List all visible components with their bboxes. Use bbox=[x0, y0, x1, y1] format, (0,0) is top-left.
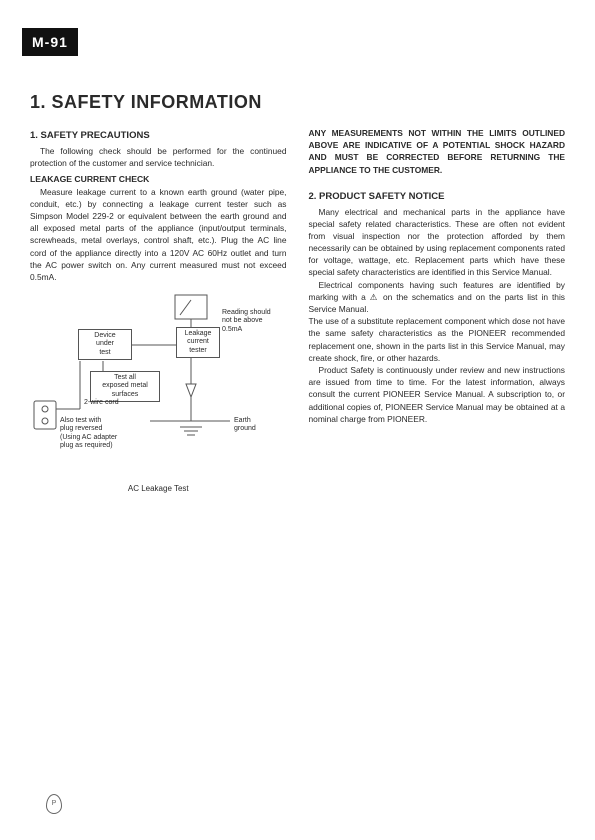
test-surfaces-box: Test allexposed metalsurfaces bbox=[90, 371, 160, 402]
page-title: 1. SAFETY INFORMATION bbox=[30, 92, 565, 113]
leakage-check-text: Measure leakage current to a known earth… bbox=[30, 186, 287, 284]
reading-label: Reading shouldnot be above0.5mA bbox=[222, 309, 290, 334]
leakage-tester-box: Leakagecurrenttester bbox=[176, 327, 220, 358]
safety-notice-p3: The use of a substitute replacement comp… bbox=[309, 315, 566, 364]
product-safety-heading: 2. PRODUCT SAFETY NOTICE bbox=[309, 190, 566, 204]
left-column: 1. SAFETY PRECAUTIONS The following chec… bbox=[30, 127, 287, 495]
plug-reversed-label: Also test withplug reversed(Using AC ada… bbox=[60, 417, 150, 451]
warning-text: ANY MEASUREMENTS NOT WITHIN THE LIMITS O… bbox=[309, 127, 566, 176]
safety-notice-p2: Electrical components having such featur… bbox=[309, 279, 566, 316]
page-content: 1. SAFETY INFORMATION 1. SAFETY PRECAUTI… bbox=[30, 92, 565, 495]
diagram-caption: AC Leakage Test bbox=[30, 483, 287, 495]
safety-notice-p1: Many electrical and mechanical parts in … bbox=[309, 206, 566, 279]
right-column: ANY MEASUREMENTS NOT WITHIN THE LIMITS O… bbox=[309, 127, 566, 495]
two-column-layout: 1. SAFETY PRECAUTIONS The following chec… bbox=[30, 127, 565, 495]
precautions-intro-text: The following check should be performed … bbox=[30, 145, 287, 169]
device-under-test-box: Deviceundertest bbox=[78, 329, 132, 360]
leakage-check-heading: LEAKAGE CURRENT CHECK bbox=[30, 173, 287, 185]
model-badge: M-91 bbox=[22, 28, 78, 56]
cord-label: 2-wire cord bbox=[84, 399, 119, 407]
footer-mark-icon: P bbox=[46, 794, 62, 814]
leakage-test-diagram: Deviceundertest Leakagecurrenttester Rea… bbox=[30, 289, 287, 479]
earth-ground-label: Earthground bbox=[234, 417, 256, 434]
safety-precautions-heading: 1. SAFETY PRECAUTIONS bbox=[30, 129, 287, 143]
safety-notice-p4: Product Safety is continuously under rev… bbox=[309, 364, 566, 425]
